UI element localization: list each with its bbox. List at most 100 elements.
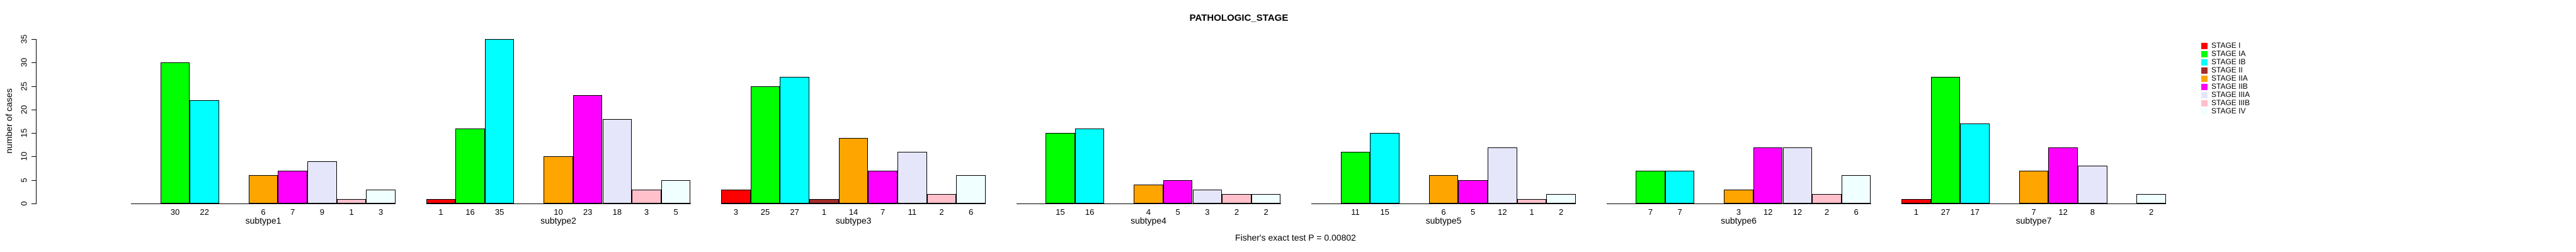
bar	[868, 171, 898, 203]
legend-label: STAGE IV	[2211, 106, 2246, 115]
legend-label: STAGE IIIB	[2211, 98, 2250, 107]
bar	[780, 77, 809, 203]
bar	[2019, 171, 2049, 203]
bar	[336, 199, 367, 203]
bar	[1812, 194, 1842, 203]
bar-value-label: 12	[1498, 207, 1507, 217]
bar	[1192, 190, 1222, 203]
bar	[1458, 180, 1488, 203]
bar-value-label: 2	[1559, 207, 1564, 217]
bar	[1960, 123, 1990, 203]
bar-value-label: 5	[1175, 207, 1180, 217]
bar-value-label: 7	[1677, 207, 1682, 217]
x-axis-line	[131, 203, 396, 204]
y-axis-tick	[31, 86, 36, 87]
bar-value-label: 3	[644, 207, 649, 217]
bar-value-label: 5	[673, 207, 678, 217]
bar-value-label: 22	[200, 207, 209, 217]
bar	[1163, 180, 1193, 203]
bar-value-label: 1	[1913, 207, 1918, 217]
bar	[1724, 190, 1753, 203]
bar	[1546, 194, 1576, 203]
bar-value-label: 7	[290, 207, 295, 217]
bar-value-label: 11	[908, 207, 917, 217]
y-axis-tick	[31, 62, 36, 64]
bar	[484, 39, 515, 203]
bar	[366, 190, 396, 203]
bar-value-label: 6	[1854, 207, 1859, 217]
bar	[1251, 194, 1281, 203]
legend-label: STAGE I	[2211, 41, 2241, 50]
bar	[2136, 194, 2166, 203]
bar-value-label: 4	[1146, 207, 1151, 217]
bar	[1370, 133, 1399, 203]
bar-value-label: 12	[1763, 207, 1773, 217]
bar	[248, 175, 278, 203]
x-axis-line	[1311, 203, 1576, 204]
bar-value-label: 16	[1085, 207, 1095, 217]
bar	[956, 175, 986, 203]
y-axis-tick-label: 35	[19, 34, 29, 44]
bar	[1901, 199, 1931, 203]
legend-swatch	[2201, 100, 2208, 106]
bar	[573, 95, 603, 203]
bar	[1841, 175, 1871, 203]
bar	[544, 156, 573, 203]
bar	[190, 100, 219, 203]
legend-label: STAGE IB	[2211, 57, 2246, 66]
legend-label: STAGE IIA	[2211, 74, 2248, 83]
x-category-label: subtype3	[835, 215, 872, 226]
y-axis-tick-label: 25	[19, 81, 29, 91]
y-axis-tick-label: 5	[19, 178, 29, 183]
bar	[426, 199, 456, 203]
bar	[1636, 171, 1665, 203]
legend-swatch	[2201, 75, 2208, 82]
bar	[307, 161, 337, 203]
x-axis-line	[721, 203, 986, 204]
legend-swatch	[2201, 91, 2208, 98]
bar-value-label: 11	[1351, 207, 1360, 217]
bar-value-label: 16	[465, 207, 475, 217]
legend-label: STAGE II	[2211, 66, 2243, 74]
bar-value-label: 8	[2090, 207, 2095, 217]
bar-value-label: 30	[170, 207, 180, 217]
bar-value-label: 3	[1205, 207, 1210, 217]
bar	[1340, 152, 1371, 203]
legend-item: STAGE IIA	[2201, 74, 2250, 83]
bar-value-label: 18	[612, 207, 622, 217]
x-category-label: subtype2	[540, 215, 576, 226]
bar	[1753, 147, 1783, 203]
legend-label: STAGE IIB	[2211, 82, 2248, 91]
legend-item: STAGE I	[2201, 42, 2250, 50]
bar-value-label: 10	[554, 207, 563, 217]
bar	[809, 199, 839, 203]
bar	[1517, 199, 1547, 203]
bar	[278, 171, 307, 203]
legend-swatch	[2201, 83, 2208, 90]
legend-item: STAGE IB	[2201, 58, 2250, 66]
bar-value-label: 15	[1380, 207, 1389, 217]
bar-value-label: 27	[1941, 207, 1951, 217]
bar	[1488, 147, 1517, 203]
y-axis-tick	[31, 133, 36, 134]
bar-value-label: 15	[1056, 207, 1065, 217]
bar	[455, 129, 485, 203]
legend-swatch	[2201, 108, 2208, 115]
y-axis-line	[36, 39, 37, 204]
bar	[1930, 77, 1961, 203]
x-axis-line	[426, 203, 691, 204]
bar	[2048, 147, 2078, 203]
legend-label: STAGE IIIA	[2211, 90, 2250, 99]
y-axis-title: number of cases	[4, 88, 14, 154]
legend: STAGE I STAGE IA STAGE IB STAGE II STAGE IIA…	[2201, 42, 2250, 115]
bar-value-label: 7	[881, 207, 886, 217]
bar-value-label: 2	[1824, 207, 1830, 217]
bar-value-label: 3	[733, 207, 738, 217]
bar-value-label: 1	[438, 207, 443, 217]
bar-value-label: 1	[1529, 207, 1534, 217]
legend-item: STAGE II	[2201, 66, 2250, 74]
bar	[721, 190, 751, 203]
bar	[1074, 129, 1105, 203]
bar-value-label: 14	[848, 207, 858, 217]
